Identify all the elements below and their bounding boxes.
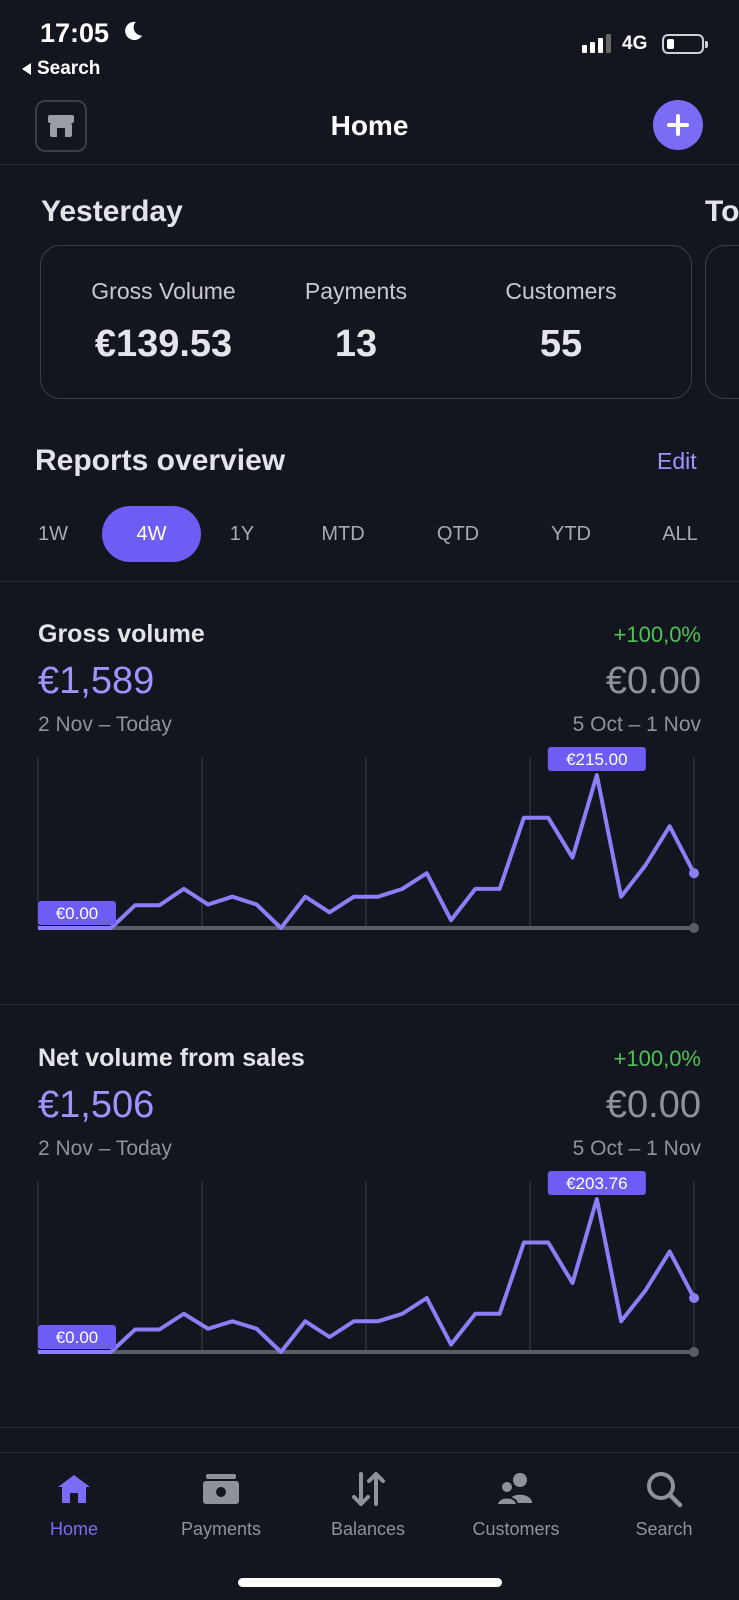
- yesterday-title: Yesterday: [41, 195, 183, 228]
- stat-value: 55: [539, 323, 583, 365]
- home-indicator: [238, 1578, 502, 1587]
- metric-change: +100,0%: [613, 1046, 701, 1071]
- customers-icon: [496, 1473, 532, 1506]
- wallet-icon: [203, 1474, 239, 1504]
- today-title-peek: To: [705, 195, 739, 228]
- metric-previous-range: 5 Oct – 1 Nov: [572, 1137, 701, 1160]
- period-all[interactable]: ALL: [662, 523, 698, 545]
- store-button[interactable]: [35, 100, 87, 152]
- period-qtd[interactable]: QTD: [436, 523, 480, 545]
- today-summary-card-peek[interactable]: [705, 245, 739, 399]
- back-arrow-icon: [22, 63, 31, 75]
- max-value-label: €215.00: [566, 750, 627, 769]
- min-value-badge: [38, 1325, 116, 1349]
- gross-volume-stat: Gross Volume €139.53: [81, 278, 246, 366]
- tab-label: Payments: [180, 1519, 262, 1539]
- divider: [0, 581, 739, 582]
- add-button[interactable]: [653, 100, 703, 150]
- period-mtd[interactable]: MTD: [321, 523, 365, 545]
- metric-previous-range: 5 Oct – 1 Nov: [572, 713, 701, 736]
- gross-volume-chart: €215.00 €0.00: [37, 747, 699, 933]
- divider: [0, 1004, 739, 1005]
- battery-icon: [662, 34, 708, 54]
- tab-label: Customers: [472, 1519, 560, 1539]
- current-end-point: [689, 868, 699, 879]
- tab-bar: Home Payments Balances: [0, 1452, 739, 1600]
- period-ytd[interactable]: YTD: [551, 523, 591, 545]
- metric-amount: €1,589: [38, 660, 155, 702]
- net-volume-chart: €203.76 €0.00: [37, 1171, 699, 1357]
- divider: [0, 1427, 739, 1428]
- stat-label: Customers: [505, 278, 617, 304]
- previous-end-point: [689, 923, 699, 933]
- metric-name: Net volume from sales: [38, 1044, 305, 1072]
- max-value-badge: [547, 747, 646, 771]
- signal-icon: [582, 34, 611, 53]
- stat-value: €139.53: [94, 323, 233, 365]
- tab-label: Balances: [330, 1519, 406, 1539]
- tab-home[interactable]: Home: [14, 1467, 134, 1540]
- reports-overview-title: Reports overview: [35, 444, 286, 477]
- period-1y[interactable]: 1Y: [229, 523, 255, 545]
- stat-value: 13: [334, 323, 378, 365]
- stat-label: Gross Volume: [91, 278, 236, 304]
- period-1w[interactable]: 1W: [38, 523, 68, 545]
- metric-change: +100,0%: [613, 622, 701, 647]
- moon-icon: [125, 21, 143, 41]
- tab-payments[interactable]: Payments: [161, 1467, 281, 1540]
- network-type: 4G: [622, 33, 648, 54]
- max-value-badge: [547, 1171, 646, 1195]
- min-value-badge: [38, 901, 116, 925]
- plus-icon: [667, 114, 689, 136]
- customers-stat: Customers 55: [481, 278, 641, 366]
- yesterday-summary-card[interactable]: Gross Volume €139.53 Payments 13 Custome…: [40, 245, 692, 399]
- status-bar: 17:05 Search 4G: [0, 0, 739, 90]
- payments-stat: Payments 13: [291, 278, 421, 366]
- page-title: Home: [330, 110, 409, 141]
- metric-name: Gross volume: [38, 620, 205, 648]
- header: Home: [0, 90, 739, 165]
- tab-search[interactable]: Search: [604, 1467, 724, 1540]
- tab-label: Home: [49, 1519, 98, 1539]
- status-time: 17:05: [40, 18, 110, 48]
- edit-button[interactable]: Edit: [657, 448, 697, 474]
- max-value-label: €203.76: [566, 1174, 627, 1193]
- current-period-line: [38, 773, 696, 930]
- metric-range: 2 Nov – Today: [38, 713, 172, 736]
- back-to-search-link[interactable]: Search: [22, 58, 100, 80]
- tab-balances[interactable]: Balances: [308, 1467, 428, 1540]
- min-value-label: €0.00: [56, 904, 99, 923]
- metric-previous-amount: €0.00: [605, 1084, 701, 1126]
- search-icon: [647, 1472, 683, 1508]
- back-label: Search: [37, 58, 101, 79]
- period-4w[interactable]: 4W: [102, 506, 201, 562]
- home-icon: [58, 1475, 90, 1503]
- store-icon: [48, 115, 74, 137]
- metric-amount: €1,506: [38, 1084, 155, 1126]
- current-end-point: [689, 1293, 699, 1303]
- tab-customers[interactable]: Customers: [456, 1467, 576, 1540]
- period-selector: 1W 4W 1Y MTD QTD YTD ALL: [0, 506, 739, 562]
- tab-label: Search: [635, 1519, 693, 1539]
- current-period-line: [38, 1197, 696, 1354]
- transfer-arrows-icon: [352, 1472, 385, 1506]
- stat-label: Payments: [304, 278, 408, 304]
- min-value-label: €0.00: [56, 1328, 99, 1347]
- metric-range: 2 Nov – Today: [38, 1137, 172, 1160]
- metric-previous-amount: €0.00: [605, 660, 701, 702]
- previous-end-point: [689, 1347, 699, 1357]
